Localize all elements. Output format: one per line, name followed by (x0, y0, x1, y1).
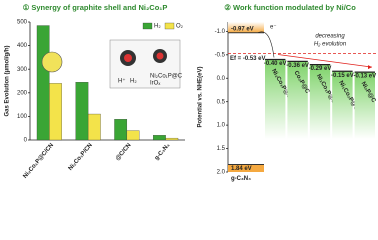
bar (165, 137, 179, 141)
legend-label: O₂ (176, 24, 184, 30)
icon-fullerene (41, 51, 63, 73)
inset-core (156, 52, 164, 60)
electron-arrow (257, 31, 275, 58)
level-label: -0.36 eV (286, 63, 309, 69)
legend-label: H₂ (154, 24, 161, 30)
bar (114, 119, 128, 141)
x-tick-label: @C/CN (115, 142, 133, 162)
bar (153, 135, 166, 141)
annotation: e⁻ (270, 24, 277, 30)
annotation: decreasing (315, 34, 345, 40)
vb-label: 1.84 eV (231, 166, 252, 172)
chart-title: ② Work function modulated by Ni/Co (224, 3, 356, 12)
bar (87, 113, 101, 141)
y-axis-label: Potential vs. NHE(eV) (198, 66, 204, 127)
trend-arrowhead (368, 65, 372, 70)
inset-label: Ni₂Co₁P@C (150, 74, 183, 80)
inset-label: H⁺ (118, 78, 126, 85)
legend-swatch (164, 22, 175, 30)
level-region (332, 71, 353, 140)
fermi-label: Ef = -0.53 eV (230, 56, 266, 62)
y-tick-label: 200 (17, 90, 28, 96)
level-region (309, 64, 331, 140)
inset-core (124, 54, 132, 62)
y-tick-label: 0 (24, 138, 28, 144)
y-tick-label: 1.5 (217, 146, 226, 152)
vb-region (228, 164, 264, 172)
inset-label: IrOₓ (150, 81, 160, 87)
bar (49, 83, 62, 141)
x-tick-label: Ni₂Co₁P@C/CN (22, 142, 55, 179)
level-label: -0.29 eV (309, 66, 332, 72)
y-tick-label: -0.5 (215, 52, 226, 58)
cb-label: -0.97 eV (231, 26, 254, 32)
level-label: -0.40 eV (264, 61, 287, 67)
trend-arrow (277, 54, 373, 68)
level-region (287, 61, 308, 140)
cb-region (228, 22, 264, 33)
y-tick-label: 500 (17, 20, 28, 26)
y-tick-label: 100 (17, 114, 28, 120)
inset (109, 39, 181, 89)
legend-swatch (142, 22, 153, 30)
y-tick-label: 0.5 (217, 99, 226, 105)
level-region (265, 59, 286, 140)
chart-title: ① Synergy of graphite shell and Ni₂Co₁P (23, 3, 168, 12)
bar (75, 82, 89, 141)
x-tick-label: g-C₃N₄ (154, 142, 172, 161)
level-label: -0.13 eV (353, 74, 376, 80)
y-tick-label: 400 (17, 43, 28, 49)
y-tick-label: 300 (17, 67, 28, 73)
bar (126, 130, 140, 141)
y-tick-label: 1.0 (217, 123, 226, 129)
semiconductor-name: g-C₃N₄ (231, 176, 251, 182)
level-region (354, 72, 375, 140)
inset-label: H₂ (130, 79, 137, 85)
y-tick-label: -1.0 (215, 29, 226, 35)
y-tick-label: 2.0 (217, 170, 226, 176)
y-tick-label: 0.0 (217, 76, 226, 82)
x-tick-label: Ni₂Co₁P/CN (68, 142, 94, 172)
figure: ① Synergy of graphite shell and Ni₂Co₁P G… (5, 3, 377, 182)
annotation: H₂ evolution (314, 42, 347, 48)
level-label: -0.15 eV (331, 73, 354, 79)
y-axis-label: Gas Evolution (μmol/g/h) (5, 45, 11, 116)
bar (36, 25, 50, 141)
